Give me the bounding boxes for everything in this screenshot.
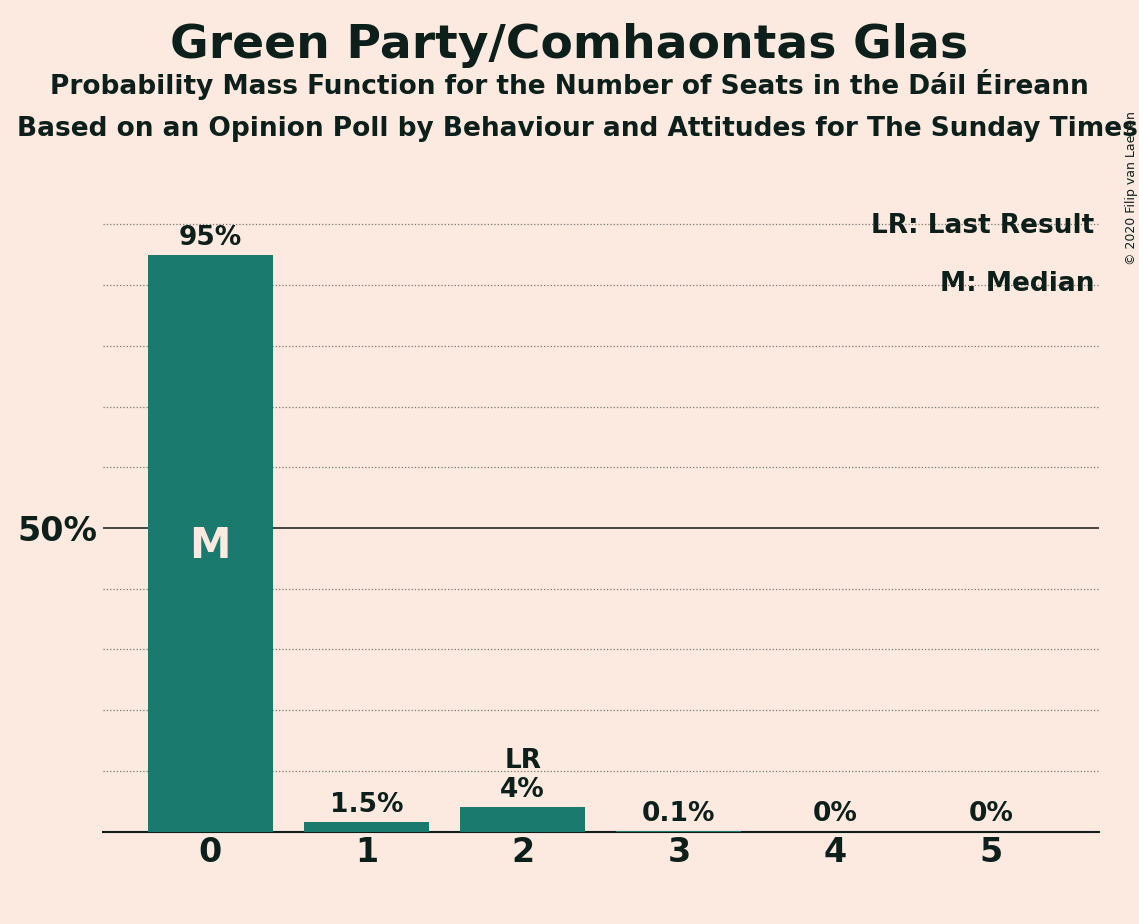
Text: M: M [189,525,231,567]
Text: 4%: 4% [500,777,546,803]
Text: © 2020 Filip van Laenen: © 2020 Filip van Laenen [1124,111,1138,265]
Text: 0%: 0% [813,801,858,827]
Text: Based on an Opinion Poll by Behaviour and Attitudes for The Sunday Times, 5–17 A: Based on an Opinion Poll by Behaviour an… [17,116,1139,141]
Text: Green Party/Comhaontas Glas: Green Party/Comhaontas Glas [171,23,968,68]
Text: Probability Mass Function for the Number of Seats in the Dáil Éireann: Probability Mass Function for the Number… [50,69,1089,101]
Text: 0.1%: 0.1% [642,801,715,827]
Bar [304,822,429,832]
Text: 95%: 95% [179,225,241,250]
Text: 0%: 0% [969,801,1014,827]
Bar [148,255,272,832]
Text: LR: LR [505,748,541,774]
Text: M: Median: M: Median [940,271,1095,297]
Text: 1.5%: 1.5% [330,792,403,819]
Text: LR: Last Result: LR: Last Result [871,213,1095,239]
Bar [460,808,585,832]
